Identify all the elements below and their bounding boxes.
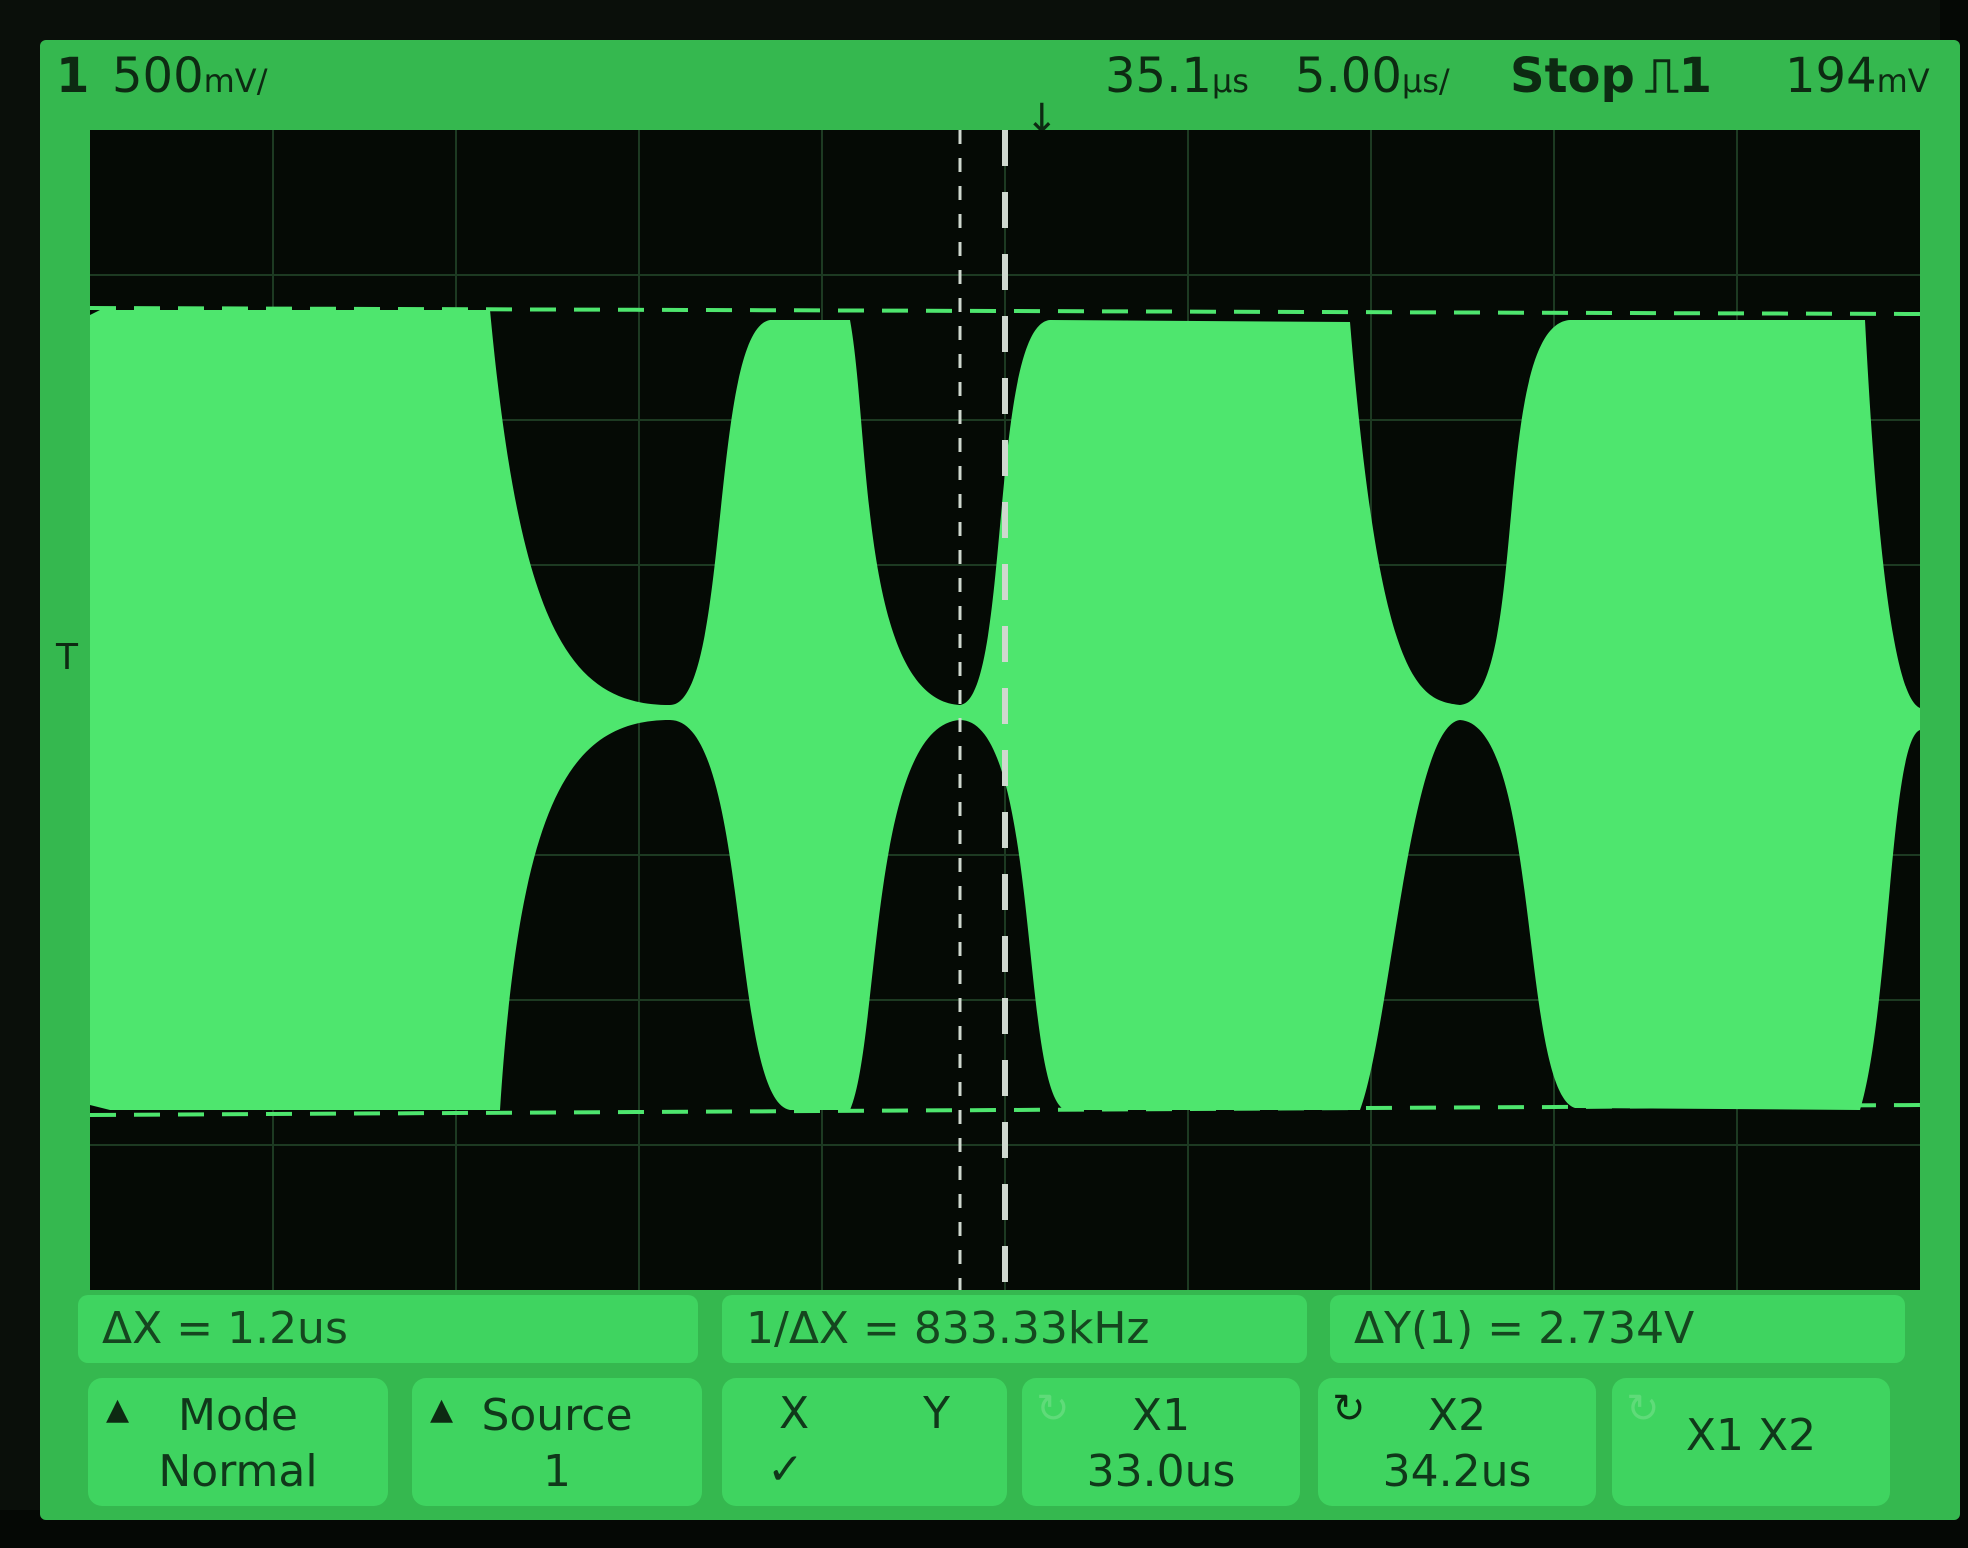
- trigger-level-value: 194: [1785, 48, 1877, 104]
- x1-softkey[interactable]: ↻ X1 33.0us: [1022, 1378, 1300, 1506]
- mode-value: Normal: [158, 1446, 318, 1497]
- source-value: 1: [543, 1446, 571, 1497]
- xy-softkey[interactable]: X Y ✓: [722, 1378, 1007, 1506]
- mode-label: Mode: [178, 1390, 298, 1441]
- time-delay-unit: µs: [1211, 62, 1249, 100]
- trigger-level-unit: mV: [1876, 62, 1930, 100]
- x2-softkey[interactable]: ↻ X2 34.2us: [1318, 1378, 1596, 1506]
- time-per-div-value: 5.00: [1295, 48, 1402, 104]
- run-state: Stop: [1510, 48, 1635, 104]
- waveform-graticule: [90, 130, 1920, 1290]
- time-per-div: 5.00µs/: [1295, 52, 1450, 100]
- channel-number: 1: [56, 48, 90, 104]
- entry-knob-icon: ↻: [1036, 1386, 1070, 1432]
- delta-x-readout: ΔX = 1.2us: [78, 1295, 698, 1363]
- trigger-level: 194mV: [1785, 52, 1930, 100]
- waveform-trace: [90, 310, 1920, 1110]
- delta-y-readout: ΔY(1) = 2.734V: [1330, 1295, 1905, 1363]
- softkey-triangle-icon: ▲: [106, 1392, 130, 1427]
- inverse-delta-x-readout: 1/ΔX = 833.33kHz: [722, 1295, 1307, 1363]
- waveform-display: [90, 130, 1920, 1290]
- x1-x2-softkey[interactable]: ↻ X1 X2: [1612, 1378, 1890, 1506]
- y-option: Y: [923, 1388, 950, 1439]
- time-per-div-unit: µs/: [1401, 62, 1450, 100]
- trigger-indicator: ⎍1: [1645, 52, 1712, 100]
- x-option: X: [778, 1388, 810, 1439]
- source-label: Source: [481, 1390, 633, 1441]
- softkey-triangle-icon: ▲: [430, 1392, 454, 1427]
- x1-x2-label: X1 X2: [1685, 1410, 1817, 1461]
- time-delay: 35.1µs: [1105, 52, 1249, 100]
- volts-per-div-unit: mV/: [203, 62, 268, 100]
- volts-per-div: 500mV/: [112, 52, 267, 100]
- xy-labels: X Y: [722, 1386, 1007, 1442]
- volts-per-div-value: 500: [112, 48, 204, 104]
- trigger-edge-icon: ⎍: [1645, 48, 1679, 104]
- x2-value: 34.2us: [1382, 1446, 1532, 1497]
- entry-knob-icon: ↻: [1332, 1386, 1366, 1432]
- x1-label: X1: [1131, 1390, 1191, 1441]
- mode-softkey[interactable]: ▲ Mode Normal: [88, 1378, 388, 1506]
- x1-value: 33.0us: [1086, 1446, 1236, 1497]
- x-selected-check-icon: ✓: [767, 1444, 804, 1495]
- source-softkey[interactable]: ▲ Source 1: [412, 1378, 702, 1506]
- trigger-source: 1: [1678, 48, 1713, 104]
- x2-label: X2: [1427, 1390, 1487, 1441]
- entry-knob-icon: ↻: [1626, 1386, 1660, 1432]
- time-delay-value: 35.1: [1105, 48, 1212, 104]
